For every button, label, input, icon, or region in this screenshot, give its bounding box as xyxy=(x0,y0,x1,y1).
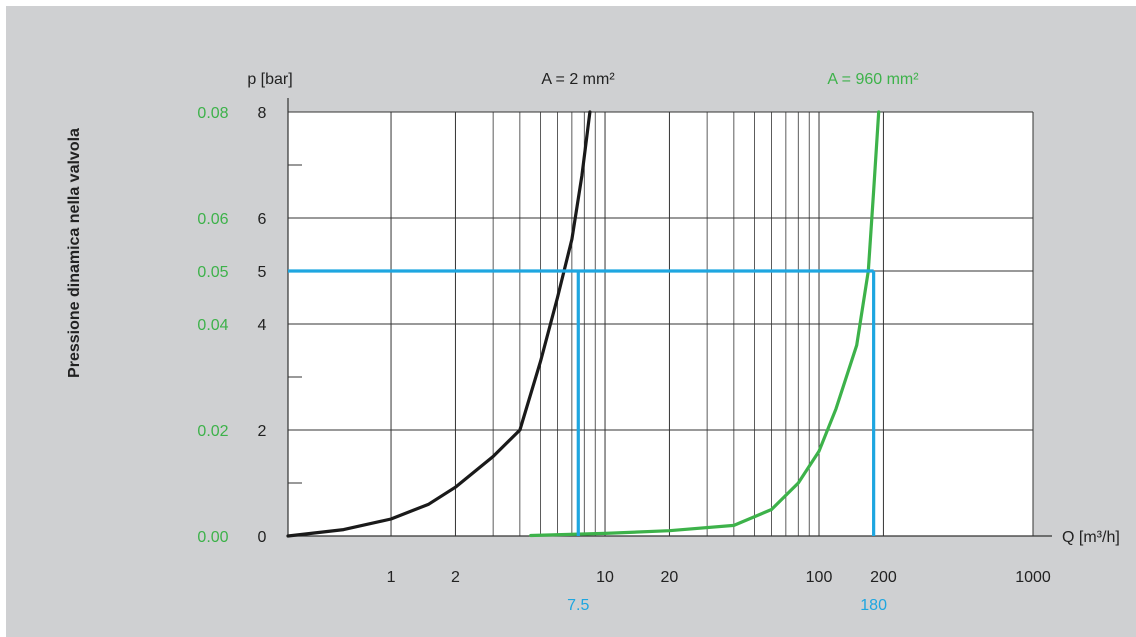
y2-tick-label: 0.06 xyxy=(197,211,228,228)
y-tick-label: 6 xyxy=(258,211,267,228)
x-tick-label: 20 xyxy=(661,569,679,586)
y-tick-label: 4 xyxy=(258,317,267,334)
series-label-2mm: A = 2 mm² xyxy=(541,71,615,88)
x-tick-label: 10 xyxy=(596,569,614,586)
x-tick-label: 100 xyxy=(806,569,833,586)
y-tick-label: 0 xyxy=(258,529,267,546)
x-tick-label: 1000 xyxy=(1015,569,1051,586)
x-tick-label: 2 xyxy=(451,569,460,586)
y-axis-title: Pressione dinamica nella valvola xyxy=(66,128,83,378)
x-tick-label: 1 xyxy=(387,569,396,586)
y-tick-label: 5 xyxy=(258,264,267,281)
series-line-2mm xyxy=(286,110,592,538)
series-line-960mm xyxy=(529,110,881,538)
y-tick-label: 8 xyxy=(258,105,267,122)
y2-tick-label: 0.04 xyxy=(197,317,228,334)
y-unit-label: p [bar] xyxy=(247,71,292,88)
x-tick-label: 200 xyxy=(870,569,897,586)
y2-tick-label: 0.05 xyxy=(197,264,228,281)
series-label-960mm: A = 960 mm² xyxy=(827,71,919,88)
x-unit-label: Q [m³/h] xyxy=(1062,529,1120,546)
y-tick-label: 2 xyxy=(258,423,267,440)
y2-tick-label: 0.08 xyxy=(197,105,228,122)
y2-tick-label: 0.02 xyxy=(197,423,228,440)
reference-x-label: 180 xyxy=(860,597,887,614)
reference-x-label: 7.5 xyxy=(567,597,589,614)
y2-tick-label: 0.00 xyxy=(197,529,228,546)
